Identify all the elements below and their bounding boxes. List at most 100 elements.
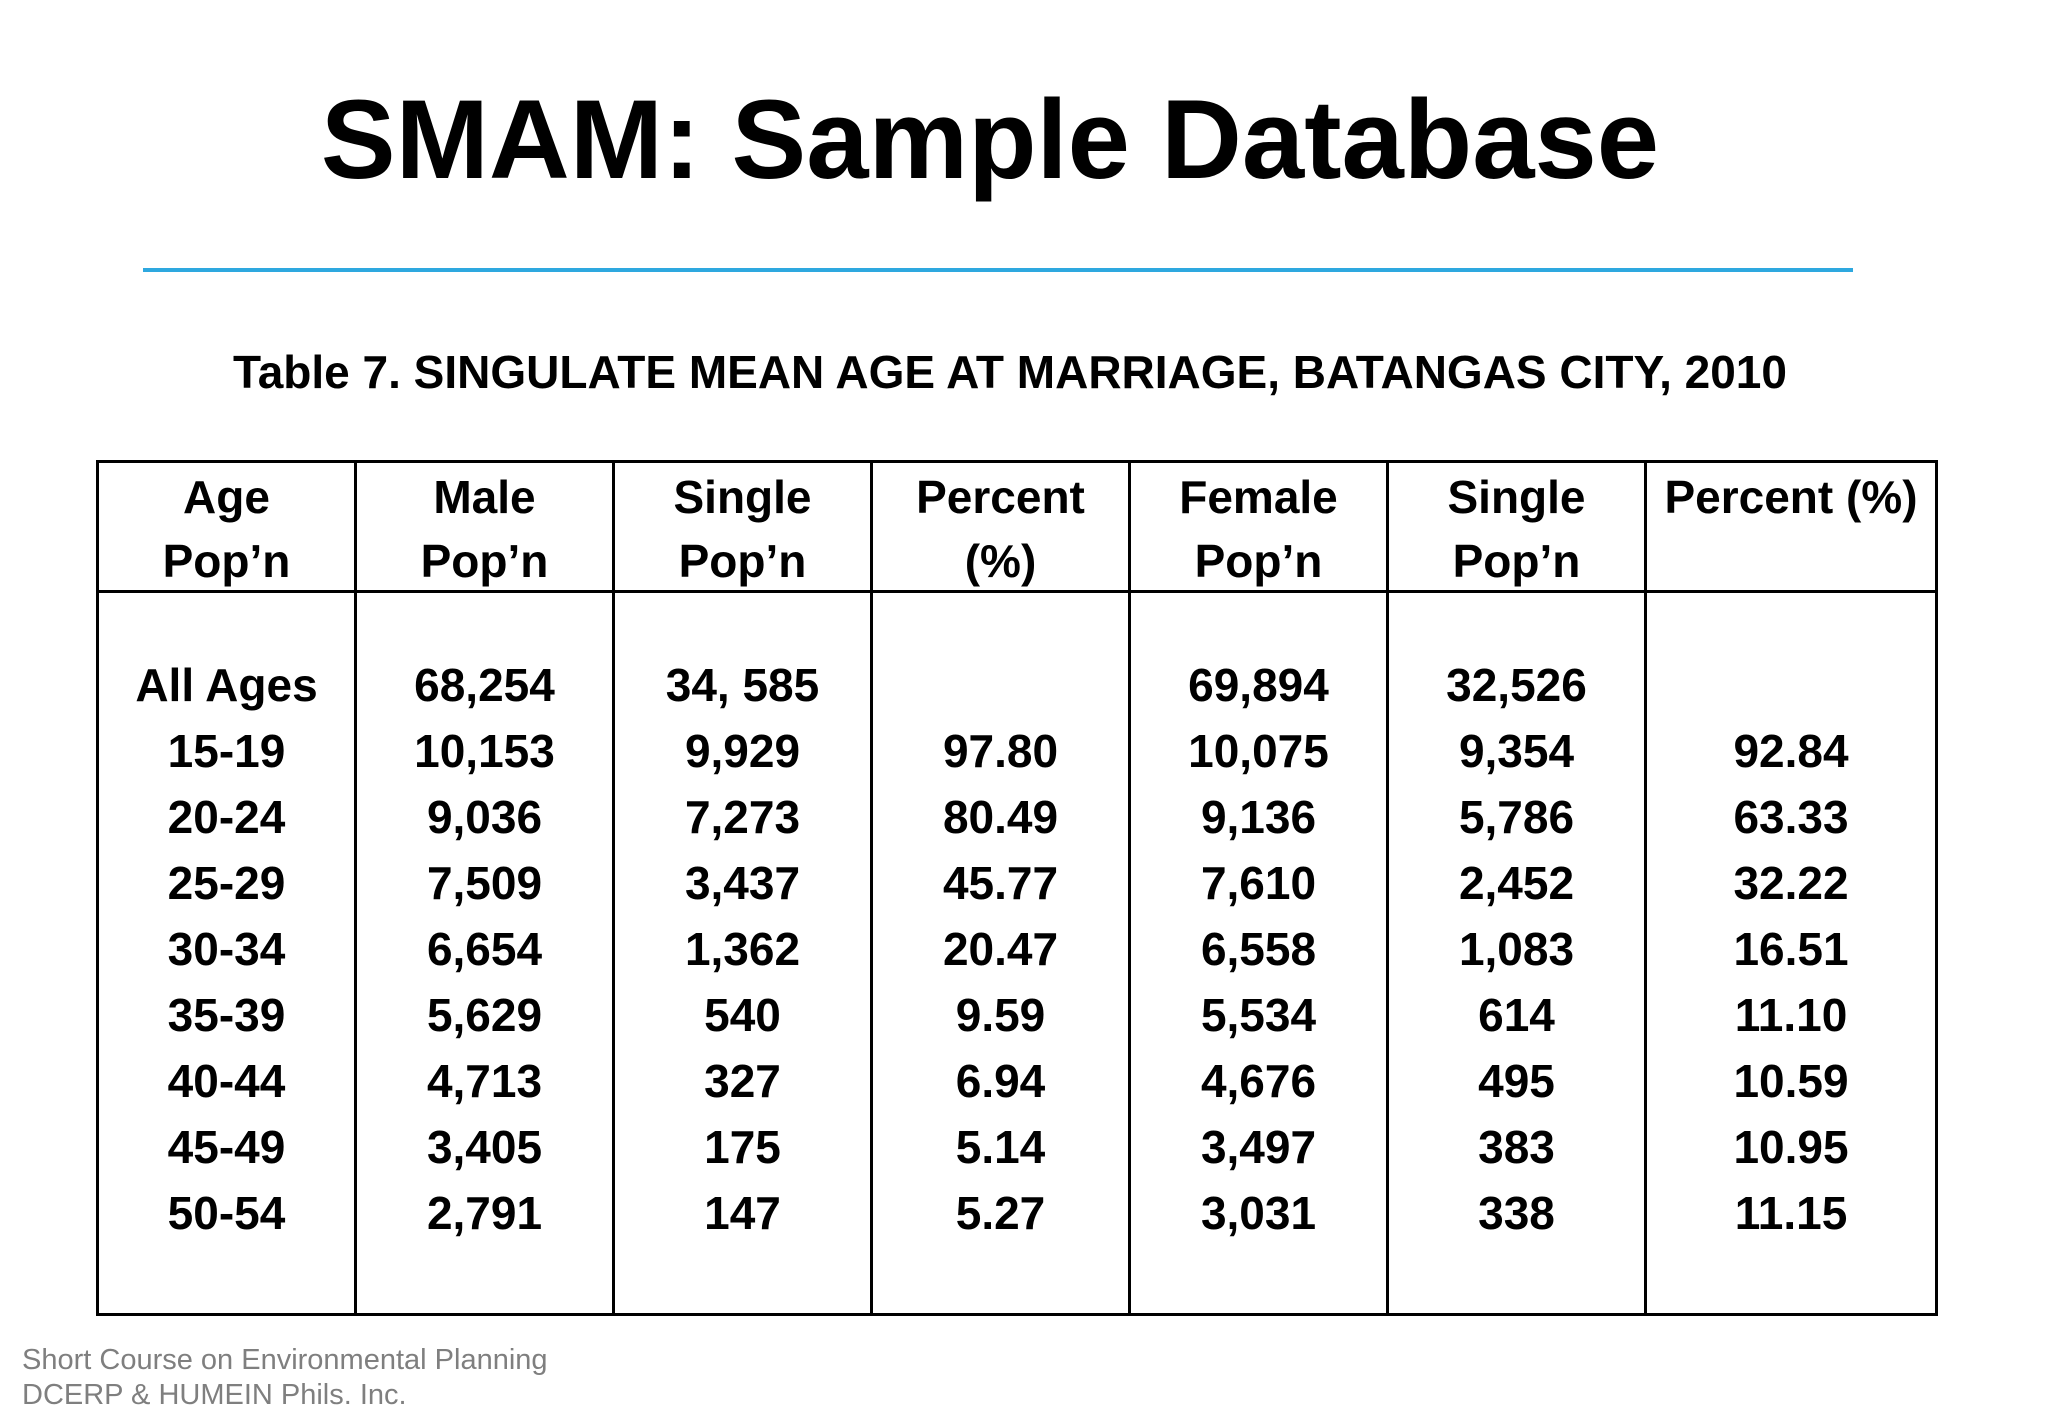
column-header: Single Pop’n xyxy=(1389,463,1644,593)
table-cell: 11.15 xyxy=(1734,1187,1848,1239)
table-column: Male Pop’n 68,254 10,153 9,036 7,509 6,654 5,62… xyxy=(357,463,615,1313)
table-cell: 9,036 xyxy=(426,791,543,843)
footer-line-org: DCERP & HUMEIN Phils. Inc. xyxy=(22,1379,407,1411)
table-cell: 9,354 xyxy=(1458,725,1575,777)
table-cell: 147 xyxy=(704,1187,781,1239)
column-header-line: Male xyxy=(433,471,536,523)
table-cell: 10.59 xyxy=(1733,1055,1849,1107)
column-header-line: Pop’n xyxy=(420,535,549,587)
column-header-line: Single xyxy=(1447,471,1586,523)
column-header-line xyxy=(1647,529,1935,593)
table-cell xyxy=(873,652,1128,718)
table-cell: 3,497 xyxy=(1200,1121,1317,1173)
table-cell: 10.95 xyxy=(1733,1121,1849,1173)
table-cell: 3,405 xyxy=(426,1121,543,1173)
column-body: 68,254 10,153 9,036 7,509 6,654 5,629 4,713 3,4… xyxy=(357,593,612,1246)
table-cell: 92.84 xyxy=(1733,725,1849,777)
table-cell: 5,534 xyxy=(1200,989,1317,1041)
column-header: Female Pop’n xyxy=(1131,463,1386,593)
table-cell: 16.51 xyxy=(1733,923,1849,975)
table-cell: 540 xyxy=(704,989,781,1041)
column-header: Percent (%) xyxy=(1647,463,1935,593)
table-cell: 338 xyxy=(1478,1187,1555,1239)
table-cell: 6,654 xyxy=(426,923,543,975)
table-cell: 7,273 xyxy=(684,791,801,843)
column-header: Single Pop’n xyxy=(615,463,870,593)
table-cell: 69,894 xyxy=(1188,659,1329,711)
table-cell: 10,075 xyxy=(1188,725,1329,777)
column-header-line: (%) xyxy=(964,535,1037,587)
table-column: Percent (%) 92.84 63.33 32.22 16.51 11.10 10.… xyxy=(1647,463,1935,1313)
table-cell: 20.47 xyxy=(942,923,1059,975)
column-header-line: Single xyxy=(673,471,812,523)
table-column: Age Pop’n All Ages 15-19 20-24 25-29 30-34 35-3… xyxy=(99,463,357,1313)
column-body: 32,526 9,354 5,786 2,452 1,083 614 495 383 338 xyxy=(1389,593,1644,1246)
table-cell: 3,031 xyxy=(1200,1187,1317,1239)
table-cell: 9,929 xyxy=(684,725,801,777)
column-body: 69,894 10,075 9,136 7,610 6,558 5,534 4,676 3,4… xyxy=(1131,593,1386,1246)
table-column: Single Pop’n 32,526 9,354 5,786 2,452 1,083 614… xyxy=(1389,463,1647,1313)
table-cell: 9.59 xyxy=(955,989,1046,1041)
table-cell: 11.10 xyxy=(1734,989,1848,1041)
smam-table: Age Pop’n All Ages 15-19 20-24 25-29 30-34 35-3… xyxy=(96,460,1938,1316)
table-cell: 45-49 xyxy=(167,1121,286,1173)
table-column: Female Pop’n 69,894 10,075 9,136 7,610 6,558 5,… xyxy=(1131,463,1389,1313)
column-header: Male Pop’n xyxy=(357,463,612,593)
table-cell: 5,629 xyxy=(426,989,543,1041)
table-column: Percent (%) 97.80 80.49 45.77 20.47 9.59 6.94 5.… xyxy=(873,463,1131,1313)
table-cell: 4,713 xyxy=(426,1055,543,1107)
table-cell: 6,558 xyxy=(1200,923,1317,975)
table-cell: 80.49 xyxy=(942,791,1059,843)
table-cell: 35-39 xyxy=(167,989,286,1041)
table-cell: 5.14 xyxy=(955,1121,1046,1173)
table-cell: All Ages xyxy=(135,659,318,711)
column-header-line: Percent (%) xyxy=(1664,471,1918,523)
table-cell: 5,786 xyxy=(1458,791,1575,843)
column-header-line: Percent xyxy=(916,471,1085,523)
table-cell: 32,526 xyxy=(1446,659,1587,711)
table-cell: 50-54 xyxy=(167,1187,286,1239)
table-cell: 68,254 xyxy=(414,659,555,711)
table-cell: 614 xyxy=(1478,989,1555,1041)
column-header-line: Pop’n xyxy=(1194,535,1323,587)
title-divider xyxy=(143,268,1853,272)
footer-line-course: Short Course on Environmental Planning xyxy=(22,1344,548,1376)
column-header: Percent (%) xyxy=(873,463,1128,593)
slide-title: SMAM: Sample Database xyxy=(320,77,1660,202)
table-cell: 10,153 xyxy=(414,725,555,777)
column-header-line: Pop’n xyxy=(678,535,807,587)
column-header-line: Female xyxy=(1179,471,1338,523)
table-cell xyxy=(1647,652,1935,718)
table-column: Single Pop’n 34, 585 9,929 7,273 3,437 1,362 54… xyxy=(615,463,873,1313)
column-body: 92.84 63.33 32.22 16.51 11.10 10.59 10.95 11.15 xyxy=(1647,593,1935,1246)
table-cell: 20-24 xyxy=(167,791,286,843)
column-body: 97.80 80.49 45.77 20.47 9.59 6.94 5.14 5.27 xyxy=(873,593,1128,1246)
table-cell: 175 xyxy=(704,1121,781,1173)
table-cell: 327 xyxy=(704,1055,781,1107)
column-header-line: Pop’n xyxy=(1452,535,1581,587)
table-cell: 25-29 xyxy=(167,857,286,909)
table-cell: 1,362 xyxy=(684,923,801,975)
table-cell: 6.94 xyxy=(955,1055,1046,1107)
table-cell: 3,437 xyxy=(684,857,801,909)
table-cell: 2,452 xyxy=(1458,857,1575,909)
table-cell: 1,083 xyxy=(1458,923,1575,975)
table-cell: 383 xyxy=(1478,1121,1555,1173)
table-cell: 34, 585 xyxy=(665,659,820,711)
table-cell: 9,136 xyxy=(1200,791,1317,843)
table-cell: 30-34 xyxy=(167,923,286,975)
column-header-line: Pop’n xyxy=(162,535,291,587)
table-cell: 5.27 xyxy=(955,1187,1046,1239)
table-cell: 15-19 xyxy=(167,725,286,777)
table-cell: 495 xyxy=(1478,1055,1555,1107)
column-body: 34, 585 9,929 7,273 3,437 1,362 540 327 175 147 xyxy=(615,593,870,1246)
table-cell: 97.80 xyxy=(942,725,1059,777)
table-cell: 7,509 xyxy=(426,857,543,909)
table-cell: 40-44 xyxy=(167,1055,286,1107)
footer: Short Course on Environmental Planning D… xyxy=(22,1343,548,1413)
table-cell: 32.22 xyxy=(1733,857,1849,909)
column-header-line: Age xyxy=(183,471,270,523)
table-caption: Table 7. SINGULATE MEAN AGE AT MARRIAGE,… xyxy=(233,346,1787,398)
table-cell: 4,676 xyxy=(1200,1055,1317,1107)
table-cell: 2,791 xyxy=(426,1187,543,1239)
